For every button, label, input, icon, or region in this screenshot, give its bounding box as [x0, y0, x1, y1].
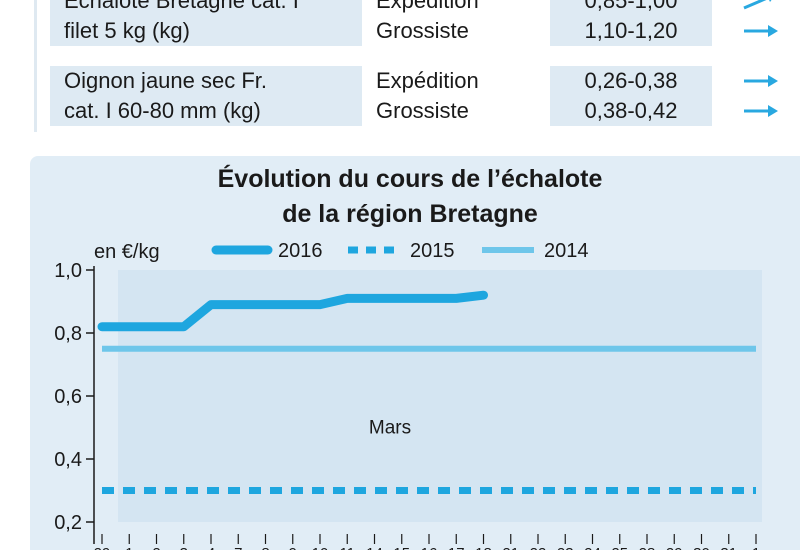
x-tick-label: 16 [421, 545, 438, 550]
legend-label-2016: 2016 [278, 240, 323, 262]
y-axis-unit-label: en €/kg [94, 241, 160, 263]
x-tick-label: 22 [530, 545, 547, 550]
price-cell: 0,26-0,38 0,38-0,42 [550, 66, 712, 126]
y-tick-label: 0,6 [54, 386, 82, 408]
y-tick-label: 1,0 [54, 260, 82, 282]
product-name-line2: filet 5 kg (kg) [64, 18, 190, 43]
stage-grossiste: Grossiste [376, 18, 469, 43]
price-table: Échalote Bretagne cat. I filet 5 kg (kg)… [34, 0, 800, 132]
x-tick-label: 7 [234, 545, 242, 550]
x-tick-label: 1 [125, 545, 133, 550]
x-tick-label: 8 [261, 545, 269, 550]
x-tick-label: 18 [475, 545, 492, 550]
chart-subtitle: de la région Bretagne [282, 200, 538, 228]
product-name-line1: Échalote Bretagne cat. I [64, 0, 299, 13]
product-name-line2: cat. I 60-80 mm (kg) [64, 98, 261, 123]
price-grossiste: 1,10-1,20 [584, 18, 678, 43]
x-tick-label: 1 [752, 545, 760, 550]
series-line-2016 [97, 290, 488, 332]
chart-title: Évolution du cours de l’échalote [218, 164, 603, 193]
y-tick-label: 0,4 [54, 449, 82, 471]
x-tick-label: 10 [312, 545, 329, 550]
right-arrow-icon [740, 96, 790, 126]
legend-label-2015: 2015 [410, 240, 455, 262]
price-grossiste: 0,38-0,42 [584, 98, 678, 123]
x-tick-label: 11 [339, 545, 355, 550]
price-expedition: 0,26-0,38 [584, 68, 678, 93]
stage-grossiste: Grossiste [376, 98, 469, 123]
x-tick-label: 23 [557, 545, 574, 550]
product-cell: Échalote Bretagne cat. I filet 5 kg (kg) [50, 0, 362, 46]
x-tick-label: 17 [448, 545, 465, 550]
price-expedition: 0,85-1,00 [584, 0, 678, 13]
chart-card: Évolution du cours de l’échalote de la r… [30, 156, 800, 550]
y-tick-label: 0,2 [54, 512, 82, 534]
x-tick-label: 29 [666, 545, 683, 550]
x-tick-label: 28 [639, 545, 656, 550]
axes: 1,00,80,60,40,22912347891011141516171821… [54, 260, 760, 550]
table-left-rail [34, 0, 37, 132]
x-tick-label: 31 [720, 545, 737, 550]
line-chart: Évolution du cours de l’échalote de la r… [54, 164, 762, 550]
legend-label-2014: 2014 [544, 240, 589, 262]
x-tick-label: 2 [152, 545, 160, 550]
x-tick-label: 9 [289, 545, 297, 550]
x-tick-label: 3 [180, 545, 188, 550]
right-arrow-icon [740, 16, 790, 46]
stage-expedition: Expédition [376, 0, 479, 13]
x-tick-label: 4 [207, 545, 215, 550]
y-tick-label: 0,8 [54, 323, 82, 345]
product-cell: Oignon jaune sec Fr. cat. I 60-80 mm (kg… [50, 66, 362, 126]
x-tick-label: 15 [393, 545, 410, 550]
x-tick-label: 21 [502, 545, 519, 550]
plot-area [118, 270, 762, 522]
stage-cell: Expédition Grossiste [362, 0, 562, 46]
right-arrow-icon [740, 66, 790, 96]
month-annotation: Mars [369, 418, 411, 439]
chart-legend: 2016 2015 2014 [211, 240, 589, 262]
price-cell: 0,85-1,00 1,10-1,20 [550, 0, 712, 46]
stage-expedition: Expédition [376, 68, 479, 93]
x-tick-label: 25 [611, 545, 628, 550]
up-arrow-icon [740, 0, 790, 16]
x-tick-label: 14 [366, 545, 383, 550]
stage-cell: Expédition Grossiste [362, 66, 562, 126]
series-layer [97, 290, 756, 494]
x-tick-label: 24 [584, 545, 601, 550]
product-name-line1: Oignon jaune sec Fr. [64, 68, 268, 93]
x-tick-label: 29 [94, 545, 111, 550]
x-tick-label: 30 [693, 545, 710, 550]
